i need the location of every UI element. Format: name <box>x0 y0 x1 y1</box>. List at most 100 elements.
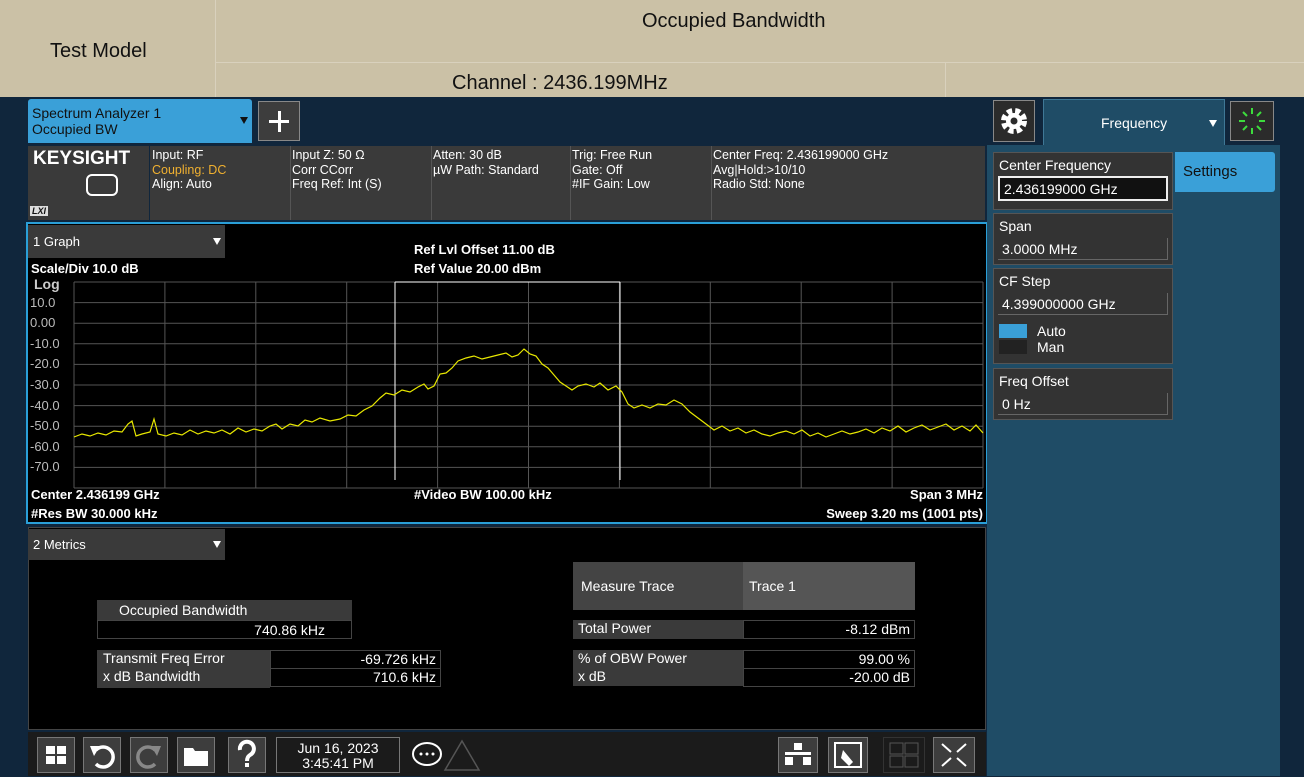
cell-line <box>216 62 1304 63</box>
notify-icons <box>412 739 481 771</box>
option-label: Man <box>1037 339 1065 355</box>
gear-teeth <box>1001 108 1027 134</box>
column-divider <box>431 146 432 220</box>
softkey-label: Center Frequency <box>999 157 1112 173</box>
softkey-label: CF Step <box>999 273 1051 289</box>
menu-tab[interactable]: Frequency <box>1043 99 1225 145</box>
graph-window-label: 1 Graph <box>33 234 80 249</box>
softkey-value: 0 Hz <box>998 393 1168 415</box>
spinner <box>1239 108 1265 134</box>
center-freq: Center 2.436199 GHz <box>31 487 160 502</box>
status-text: Corr CCorr <box>292 162 354 177</box>
y-axis-label: -70.0 <box>30 459 60 475</box>
header-left: Test Model <box>50 40 147 62</box>
busy-indicator <box>1230 101 1274 141</box>
graph-selector[interactable]: 1 Graph <box>28 225 225 258</box>
status-text: Center Freq: 2.436199000 GHz <box>713 148 889 162</box>
undo-button[interactable] <box>83 737 121 773</box>
softkey[interactable]: Span 3.0000 MHz <box>993 213 1173 265</box>
option-label: Auto <box>1037 323 1066 339</box>
softkey-label: Freq Offset <box>999 373 1069 389</box>
settings-button[interactable] <box>993 100 1035 142</box>
metric-block <box>97 650 270 688</box>
dropdown-arrow <box>240 117 248 124</box>
y-axis-label: -40.0 <box>30 397 60 413</box>
metric-label: x dB <box>578 668 607 684</box>
metrics-window <box>28 527 986 730</box>
span: Span 3 MHz <box>910 487 983 502</box>
option-swatch <box>999 324 1027 338</box>
metrics-window-label: 2 Metrics <box>33 537 86 552</box>
tab-line: Spectrum Analyzer 1 <box>32 105 162 121</box>
status-text: Input Z: 50 Ω <box>292 148 365 162</box>
column-divider <box>711 146 712 220</box>
status-text: Freq Ref: Int (S) <box>292 177 382 191</box>
status-text: Atten: 30 dB <box>433 148 502 162</box>
y-axis-label: -60.0 <box>30 438 60 454</box>
tab-line: Occupied BW <box>32 121 118 137</box>
layout-button[interactable] <box>883 737 925 773</box>
network-button[interactable] <box>778 737 818 773</box>
softkey[interactable]: CF Step 4.399000000 GHz Auto Man <box>993 268 1173 364</box>
add-button[interactable] <box>258 101 300 141</box>
column-divider <box>290 146 291 220</box>
measure-trace-value[interactable]: Trace 1 <box>743 562 915 610</box>
settings-tab[interactable]: Settings <box>1175 152 1275 192</box>
metrics-selector[interactable]: 2 Metrics <box>28 529 225 560</box>
date: Jun 16, 2023 <box>297 740 379 756</box>
softkey-label: Span <box>999 218 1032 234</box>
y-axis-label: -50.0 <box>30 418 60 434</box>
metric-value: 710.6 kHz <box>270 668 441 687</box>
softkey-value: 3.0000 MHz <box>998 238 1168 260</box>
clock: Jun 16, 2023 3:45:41 PM <box>276 737 400 773</box>
help-button[interactable] <box>228 737 266 773</box>
dropdown-arrow <box>213 238 221 245</box>
redo-button[interactable] <box>130 737 168 773</box>
touch-button[interactable] <box>828 737 868 773</box>
metric-label: x dB Bandwidth <box>103 668 201 684</box>
file-button[interactable] <box>177 737 215 773</box>
dropdown-arrow <box>213 541 221 548</box>
ref-value: Ref Value 20.00 dBm <box>414 261 542 276</box>
start-button[interactable] <box>37 737 75 773</box>
y-axis-label: -10.0 <box>30 335 60 351</box>
res-bw: #Res BW 30.000 kHz <box>31 506 158 521</box>
gear-icon <box>1001 108 1027 134</box>
softkey[interactable]: Freq Offset 0 Hz <box>993 368 1173 420</box>
status-text: Gate: Off <box>572 162 623 177</box>
measure-trace-label: Measure Trace <box>573 562 743 610</box>
obw-value-cell: 740.86 kHz <box>97 620 352 639</box>
sweep: Sweep 3.20 ms (1001 pts) <box>826 506 983 521</box>
status-text: Input: RF <box>152 148 204 162</box>
scale-div: Scale/Div 10.0 dB <box>31 261 139 276</box>
fullscreen-button[interactable] <box>933 737 975 773</box>
header-channel: Channel : 2436.199MHz <box>452 72 668 94</box>
status-text: Coupling: DC <box>152 162 227 177</box>
status-text: Align: Auto <box>152 177 212 191</box>
y-axis-label: -30.0 <box>30 377 60 392</box>
metric-label: % of OBW Power <box>578 650 687 666</box>
measurement-tab[interactable]: Spectrum Analyzer 1 Occupied BW <box>28 99 252 143</box>
brand-logo: KEYSIGHT <box>33 148 131 169</box>
time: 3:45:41 PM <box>302 755 374 771</box>
status-text: #IF Gain: Low <box>572 177 650 191</box>
cell-line <box>215 0 216 97</box>
metric-block <box>573 650 743 686</box>
y-axis-label: 10.0 <box>30 294 56 310</box>
status-text: Trig: Free Run <box>572 148 653 162</box>
status-bar <box>150 146 985 220</box>
ref-offset: Ref Lvl Offset 11.00 dB <box>414 242 555 257</box>
metric-value: 99.00 % <box>743 650 915 669</box>
status-text: Radio Std: None <box>713 177 805 191</box>
softkey[interactable]: Center Frequency 2.436199000 GHz <box>993 152 1173 210</box>
log-label: Log <box>34 276 60 292</box>
dropdown-arrow <box>1209 120 1217 127</box>
header-title: Occupied Bandwidth <box>642 10 826 32</box>
gear-hole <box>1010 117 1018 125</box>
y-axis-label: 0.00 <box>30 315 56 331</box>
status-text: µW Path: Standard <box>433 162 539 177</box>
control-icon <box>86 174 118 196</box>
cell-line <box>945 62 946 97</box>
